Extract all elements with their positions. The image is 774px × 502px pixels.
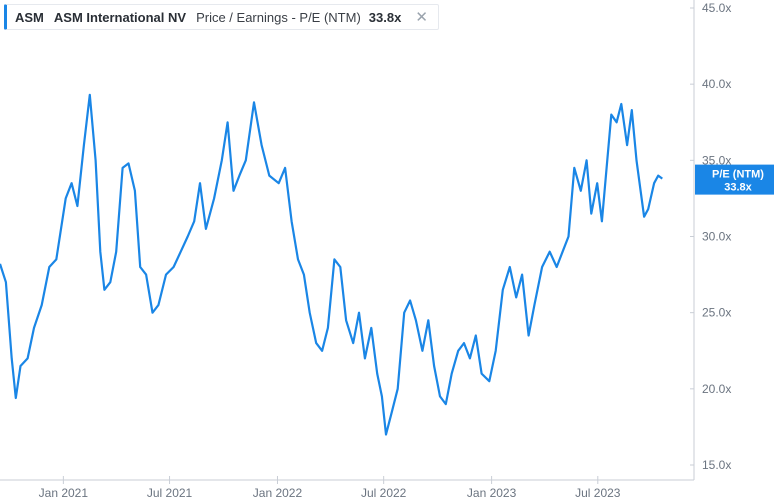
y-tick-label: 20.0x xyxy=(702,382,731,396)
series-legend[interactable]: ASM ASM International NV Price / Earning… xyxy=(4,4,439,30)
x-tick-label: Jul 2023 xyxy=(575,486,621,500)
x-tick-label: Jan 2021 xyxy=(39,486,89,500)
x-tick-label: Jul 2021 xyxy=(147,486,193,500)
last-value-tag-value: 33.8x xyxy=(724,182,752,194)
y-tick-label: 30.0x xyxy=(702,230,731,244)
y-tick-label: 40.0x xyxy=(702,77,731,91)
x-axis-ticks: Jan 2021 Jul 2021 Jan 2022 Jul 2022 Jan 2023… xyxy=(39,476,621,500)
y-axis-ticks: 15.0x 20.0x 25.0x 30.0x 35.0x 40.0x 45.0x xyxy=(690,1,731,472)
close-icon[interactable]: ✕ xyxy=(415,9,428,26)
last-value-tag: P/E (NTM) 33.8x xyxy=(695,164,774,195)
y-tick-label: 25.0x xyxy=(702,306,731,320)
y-tick-label: 15.0x xyxy=(702,458,731,472)
legend-metric-name: Price / Earnings - P/E (NTM) xyxy=(196,9,361,25)
y-tick-label: 35.0x xyxy=(702,153,731,167)
last-value-tag-background xyxy=(695,164,774,195)
legend-current-value: 33.8x xyxy=(368,9,402,25)
x-tick-label: Jan 2023 xyxy=(467,486,517,500)
x-tick-label: Jan 2022 xyxy=(253,486,303,500)
legend-ticker: ASM xyxy=(15,9,44,25)
y-tick-label: 45.0x xyxy=(702,1,731,15)
pe-ntm-series-line[interactable] xyxy=(0,93,663,436)
x-tick-label: Jul 2022 xyxy=(361,486,407,500)
last-value-tag-series-label: P/E (NTM) xyxy=(712,169,764,181)
legend-company-name: ASM International NV xyxy=(53,9,187,25)
